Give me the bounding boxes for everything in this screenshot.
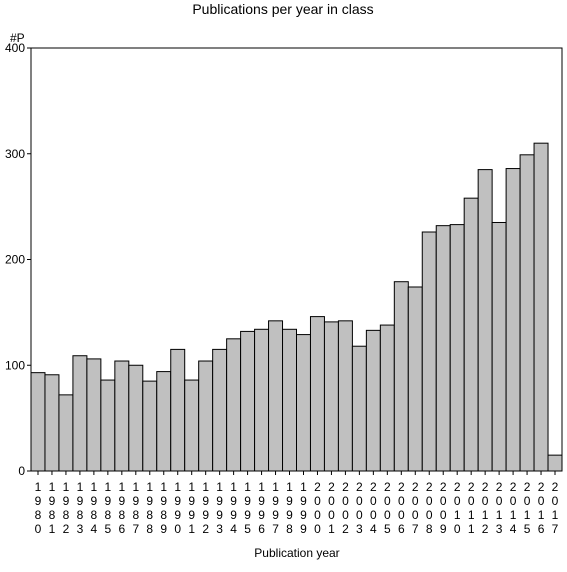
bar-1993 [212, 348, 228, 472]
bar-2017 [547, 454, 563, 472]
bar-2001 [323, 321, 339, 472]
bar-1984 [86, 358, 102, 472]
bar-2007 [407, 286, 423, 472]
bar-2008 [421, 231, 437, 472]
y-tick-label: 0 [18, 464, 25, 478]
x-axis-label: Publication year [254, 546, 339, 560]
axes: 0 100 200 300 400 1 9 8 0 1 9 8 1 1 9 8 2 1 9 8 3 1 9 8 4 1 9 8 5 1 9 8… [5, 41, 563, 536]
bar-1982 [58, 394, 74, 472]
bar-2004 [365, 329, 381, 472]
bar-2015 [519, 154, 535, 472]
bar-1995 [240, 330, 256, 472]
bar-2006 [393, 281, 409, 472]
bar-1996 [254, 328, 270, 472]
bar-2012 [477, 169, 493, 472]
bar-1981 [44, 374, 60, 472]
bar-1994 [226, 338, 242, 472]
bar-2014 [505, 168, 521, 472]
chart-title: Publications per year in class [192, 1, 373, 17]
bar-2005 [379, 324, 395, 472]
bar-2010 [449, 224, 465, 472]
bar-1989 [156, 371, 172, 472]
bar-2011 [463, 197, 479, 472]
bar-1985 [100, 379, 116, 472]
bar-1992 [198, 360, 214, 472]
y-tick-label: 400 [5, 41, 25, 55]
y-tick-label: 300 [5, 147, 25, 161]
y-tick-label: 100 [5, 358, 25, 372]
bar-2003 [351, 345, 367, 472]
bar-2009 [435, 225, 451, 472]
bar-2016 [533, 142, 549, 472]
bars-layer [30, 142, 563, 472]
bar-1980 [30, 372, 46, 472]
bar-1991 [184, 379, 200, 472]
bar-2002 [337, 320, 353, 472]
bar-1987 [128, 364, 144, 472]
bar-2000 [309, 316, 325, 472]
bar-1998 [282, 328, 297, 472]
bar-1983 [72, 355, 88, 472]
bar-1990 [170, 348, 186, 472]
bar-1997 [268, 320, 284, 472]
bar-2013 [491, 221, 507, 472]
y-axis-label: #P [10, 31, 25, 45]
bar-1986 [114, 360, 130, 472]
bar-1999 [296, 334, 311, 472]
y-tick-label: 200 [5, 253, 25, 267]
bar-1988 [142, 380, 158, 472]
